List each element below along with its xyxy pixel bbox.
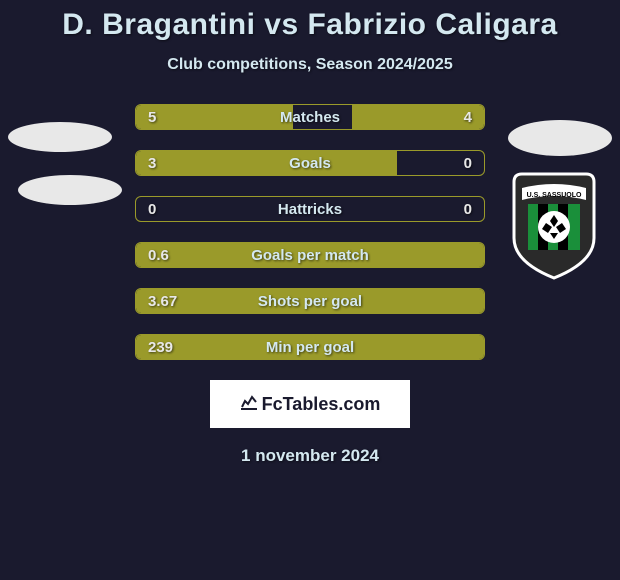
header: D. Bragantini vs Fabrizio Caligara Club … — [0, 0, 620, 74]
footer-logo: FcTables.com — [210, 380, 410, 428]
stat-label: Hattricks — [136, 201, 484, 218]
player-left-avatar-top — [8, 122, 112, 152]
player-right-avatar — [508, 120, 612, 156]
player-left-avatar-bottom — [18, 175, 122, 205]
stat-row: 3.67Shots per goal — [135, 288, 485, 314]
stat-label: Goals per match — [136, 247, 484, 264]
chart-icon — [240, 393, 258, 416]
stat-label: Matches — [136, 109, 484, 126]
footer-logo-text: FcTables.com — [262, 394, 381, 415]
page-title: D. Bragantini vs Fabrizio Caligara — [0, 8, 620, 42]
stat-label: Shots per goal — [136, 293, 484, 310]
stat-row: 239Min per goal — [135, 334, 485, 360]
stat-row: 00Hattricks — [135, 196, 485, 222]
stat-label: Goals — [136, 155, 484, 172]
stats-container: 54Matches 30Goals 00Hattricks 0.6Goals per … — [135, 104, 485, 360]
stat-row: 30Goals — [135, 150, 485, 176]
club-badge: U.S. SASSUOLO — [506, 170, 602, 280]
footer-date: 1 november 2024 — [0, 446, 620, 466]
svg-text:U.S. SASSUOLO: U.S. SASSUOLO — [527, 192, 582, 199]
stat-label: Min per goal — [136, 339, 484, 356]
stat-row: 0.6Goals per match — [135, 242, 485, 268]
stat-row: 54Matches — [135, 104, 485, 130]
page-subtitle: Club competitions, Season 2024/2025 — [0, 56, 620, 74]
